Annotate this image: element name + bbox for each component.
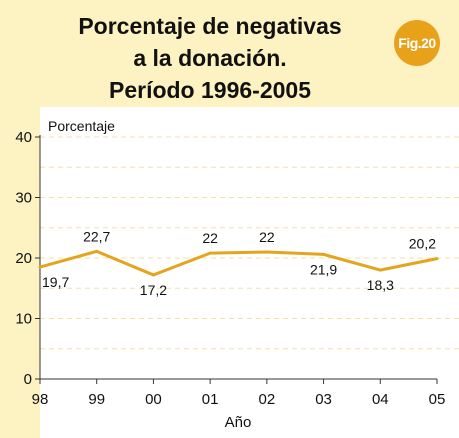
data-point	[322, 252, 326, 256]
x-tick-label: 98	[32, 391, 49, 408]
title-line-2: a la donación.	[133, 45, 287, 71]
data-label: 20,2	[409, 236, 436, 252]
series-line	[39, 249, 438, 277]
y-axis-title: Porcentaje	[48, 118, 115, 134]
plot-area	[40, 107, 459, 438]
y-tick-label: 0	[24, 371, 32, 388]
data-point	[38, 265, 42, 269]
data-label: 19,7	[42, 274, 69, 290]
y-tick-label: 10	[15, 311, 32, 328]
data-point	[151, 273, 155, 277]
chart-title: Porcentaje de negativas a la donación. P…	[50, 10, 370, 106]
x-tick-label: 05	[429, 391, 446, 408]
data-point	[435, 257, 439, 261]
x-tick-label: 00	[145, 391, 162, 408]
data-label: 17,2	[140, 282, 167, 298]
data-point	[208, 251, 212, 255]
data-label: 21,9	[310, 261, 337, 277]
title-line-1: Porcentaje de negativas	[78, 13, 342, 39]
data-label: 22	[259, 229, 275, 245]
gridlines	[40, 136, 459, 350]
data-label: 22	[202, 230, 218, 246]
y-tick-label: 30	[15, 190, 32, 207]
x-tick-label: 99	[88, 391, 105, 408]
data-point	[95, 249, 99, 253]
x-tick-label: 01	[202, 391, 219, 408]
data-point	[265, 250, 269, 254]
data-point	[378, 268, 382, 272]
x-tick-label: 04	[372, 391, 389, 408]
axes: 0 10 20 30 40 98 99 00 01 02 03 04 05	[15, 129, 445, 408]
figure-number-badge: Fig.20	[394, 20, 440, 66]
data-label: 22,7	[83, 228, 110, 244]
data-label: 18,3	[367, 277, 394, 293]
y-tick-label: 20	[15, 250, 32, 267]
y-tick-label: 40	[15, 129, 32, 146]
x-tick-label: 03	[315, 391, 332, 408]
series	[38, 249, 439, 277]
x-axis-title: Año	[225, 414, 252, 431]
x-tick-label: 02	[259, 391, 276, 408]
labels: Porcentaje Año 19,7 22,7 17,2 22 22 21,9 18,3 20,…	[42, 118, 436, 431]
title-line-3: Período 1996-2005	[108, 77, 311, 103]
